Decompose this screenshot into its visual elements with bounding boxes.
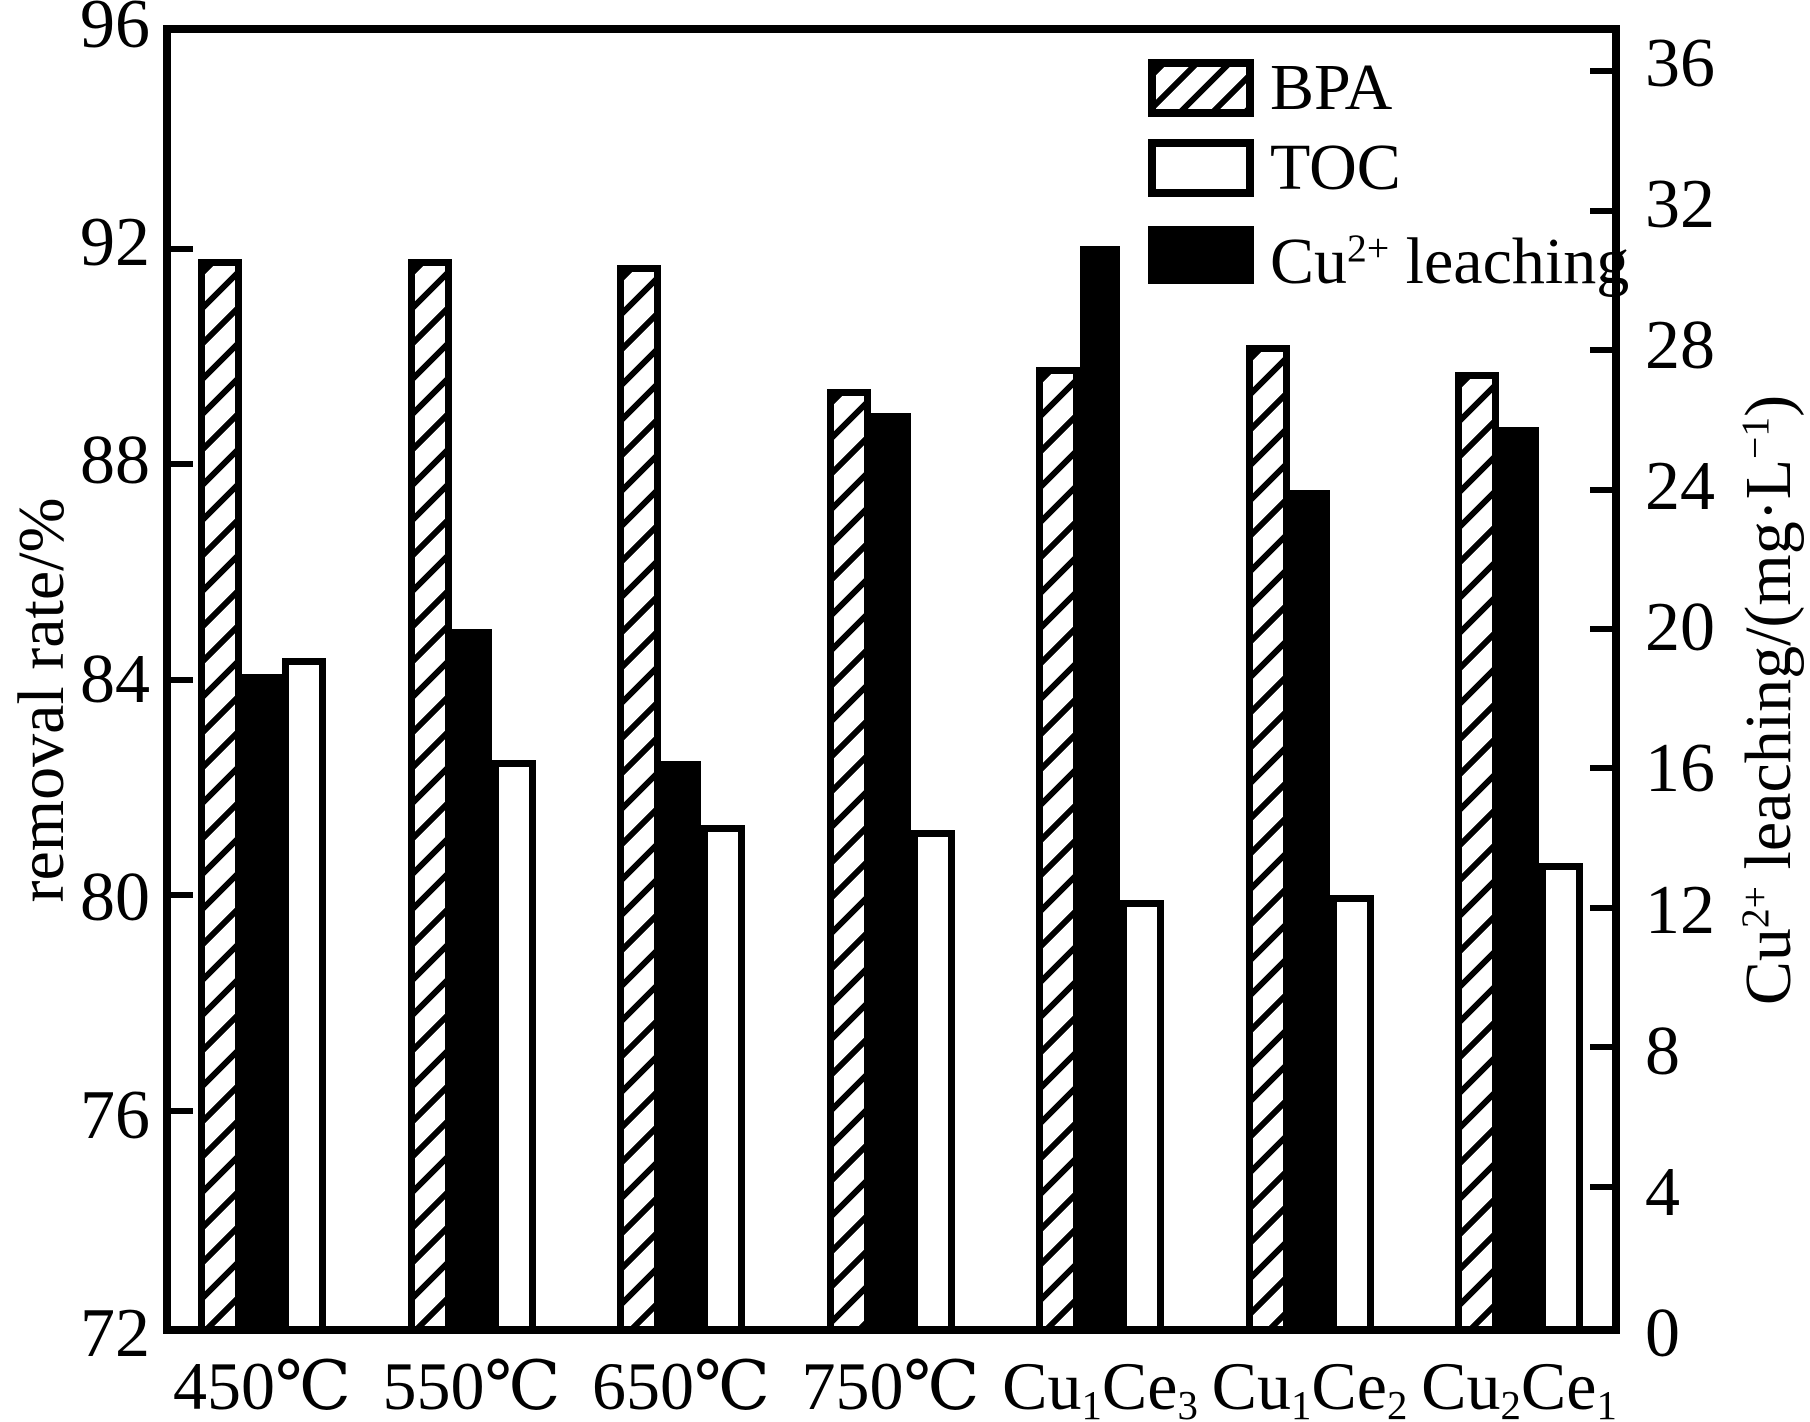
bar-toc-5 [1329,895,1374,1326]
right-axis-tick [1590,904,1612,911]
x-axis-category-label: Cu1Ce3 [1002,1352,1198,1422]
x-axis-category-label: 550℃ [382,1352,560,1420]
bar-toc-4 [1120,900,1164,1326]
bar-cu2-leaching-0 [242,674,282,1326]
right-axis-tick-label: 20 [1645,589,1715,667]
text-segment: 3 [1177,1383,1198,1422]
text-segment: 2+ [1733,885,1778,929]
text-segment: 750℃ [801,1348,980,1422]
text-segment: 550℃ [382,1348,561,1422]
legend: BPA TOC Cu2+ leaching [1148,55,1629,309]
text-segment: Ce [1101,1348,1178,1422]
text-segment: 1 [1081,1383,1102,1422]
text-segment: 1 [1596,1383,1617,1422]
x-axis-category-label: Cu2Ce1 [1421,1352,1617,1422]
text-segment: Ce [1520,1348,1597,1422]
bar-toc-2 [701,824,745,1326]
left-axis-tick-label: 76 [80,1076,150,1154]
x-axis-category-label: Cu1Ce2 [1212,1352,1408,1422]
text-segment: −1 [1733,416,1778,459]
right-axis-tick-label: 32 [1645,165,1715,243]
bar-bpa-0 [198,259,242,1326]
x-axis-category-label: 450℃ [173,1352,351,1420]
bar-bpa-1 [407,259,452,1326]
right-axis-tick [1590,207,1612,214]
bar-toc-0 [282,657,326,1326]
left-axis-tick-label: 92 [80,204,150,282]
x-axis-category-label: 650℃ [592,1352,770,1420]
right-axis-tick [1590,486,1612,493]
right-axis-tick-label: 16 [1645,730,1715,808]
bar-toc-3 [910,830,955,1326]
text-segment: BPA [1270,51,1393,124]
left-axis-tick-label: 88 [80,422,150,500]
bar-bpa-2 [617,264,661,1326]
bar-bpa-4 [1036,367,1080,1326]
left-axis-tick [171,892,193,898]
bar-cu2-leaching-4 [1080,245,1120,1326]
right-axis-tick-label: 36 [1645,24,1715,102]
right-axis-tick-label: 0 [1645,1295,1680,1372]
right-axis-tick-label: 24 [1645,448,1715,526]
text-segment: Cu [1270,224,1348,298]
text-segment: Ce [1311,1348,1387,1422]
text-segment: 2+ [1347,226,1390,270]
bar-bpa-6 [1455,372,1499,1326]
right-axis-tick [1590,1044,1612,1051]
right-axis-tick [1590,68,1612,75]
legend-item-label: TOC [1270,135,1401,201]
x-axis-category-label: 750℃ [801,1352,979,1420]
text-segment: Cu [1421,1348,1501,1422]
left-axis-tick [171,676,193,683]
bar-cu2-leaching-1 [451,628,492,1326]
bar-toc-1 [491,760,536,1326]
text-segment: TOC [1270,131,1401,204]
bar-cu2-leaching-5 [1289,489,1330,1326]
bar-cu2-leaching-3 [870,412,911,1326]
left-axis-tick-label: 72 [80,1295,150,1372]
text-segment: ) [1731,394,1805,417]
left-axis-tick [171,461,193,467]
legend-item-label: BPA [1270,55,1392,121]
bar-bpa-5 [1245,345,1290,1326]
text-segment: 1 [1291,1383,1312,1422]
right-axis-tick [1590,765,1612,772]
right-axis-tick [1590,625,1612,632]
bar-cu2-leaching-6 [1499,426,1539,1326]
legend-swatch-hatched [1148,59,1254,117]
right-axis-tick [1590,1183,1612,1190]
right-axis-tick-label: 12 [1645,871,1715,949]
left-axis-tick-label: 80 [80,858,150,936]
right-axis-tick [1590,347,1612,354]
text-segment: 2 [1386,1383,1408,1422]
legend-item: Cu2+ leaching [1148,215,1629,295]
legend-item-label: Cu2+ leaching [1270,215,1629,295]
right-axis-tick-label: 8 [1645,1012,1680,1090]
bar-cu2-leaching-2 [661,761,701,1326]
right-axis-title: Cu2+ leaching/(mg·L−1) [1722,394,1805,1006]
text-segment: Cu [1731,928,1805,1006]
bar-bpa-3 [826,388,871,1326]
right-axis-tick-label: 4 [1645,1153,1680,1231]
left-axis-tick-label: 96 [80,0,150,63]
text-segment: Cu [1002,1348,1082,1422]
left-axis-tick [171,1107,193,1114]
text-segment: 2 [1500,1383,1521,1422]
bar-toc-6 [1539,862,1583,1326]
plot-area [163,25,1620,1334]
text-segment: leaching [1389,224,1630,298]
right-axis-tick-label: 28 [1645,307,1715,385]
legend-item: TOC [1148,135,1629,201]
text-segment: Cu [1211,1348,1291,1422]
legend-item: BPA [1148,55,1629,121]
left-axis-tick-label: 84 [80,640,150,718]
text-segment: 450℃ [172,1348,352,1422]
text-segment: leaching/(mg·L [1731,458,1805,886]
text-segment: 650℃ [591,1348,771,1422]
left-axis-tick [171,245,193,252]
legend-swatch-white [1148,139,1254,197]
legend-swatch-black [1148,225,1254,284]
